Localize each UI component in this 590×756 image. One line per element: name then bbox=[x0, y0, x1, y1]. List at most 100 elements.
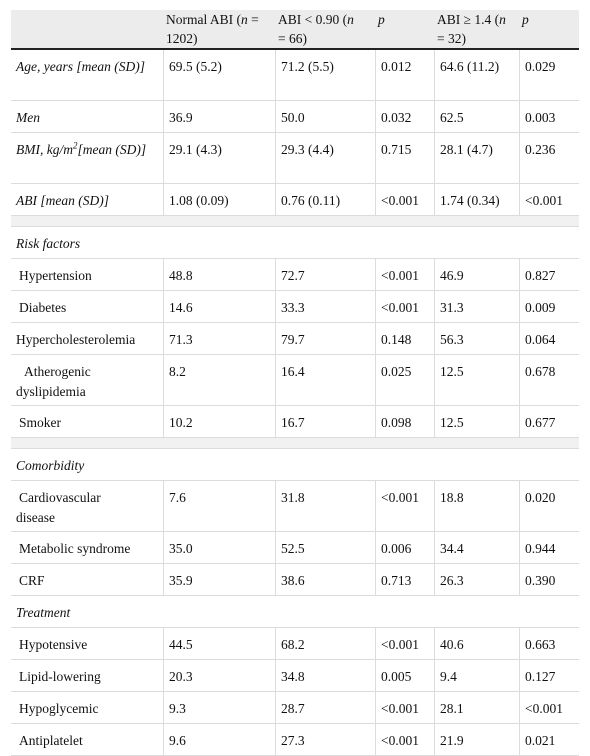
cell-p1: <0.001 bbox=[375, 481, 434, 531]
cell-high: 62.5 bbox=[434, 101, 519, 132]
row-label: Diabetes bbox=[19, 300, 67, 315]
cell-p1: <0.001 bbox=[375, 724, 434, 755]
cell-normal: 9.6 bbox=[163, 724, 275, 755]
header-abi-low: ABI < 0.90 (n = 66) bbox=[275, 10, 378, 48]
cell-high: 26.3 bbox=[434, 564, 519, 595]
cell-high: 1.74 (0.34) bbox=[434, 184, 519, 215]
cell-p2: 0.064 bbox=[519, 323, 579, 354]
table-row: Cardiovascular disease 7.6 31.8 <0.001 18… bbox=[11, 481, 579, 532]
section-title: Comorbidity bbox=[16, 458, 85, 473]
cell-p1: 0.098 bbox=[375, 406, 434, 437]
cell-high: 64.6 (11.2) bbox=[434, 50, 519, 100]
table-row: ABI [mean (SD)] 1.08 (0.09) 0.76 (0.11) … bbox=[11, 184, 579, 216]
header-abi-low-count: = 66) bbox=[278, 31, 307, 46]
row-label: Hypercholesterolemia bbox=[16, 332, 136, 347]
row-label: Hypoglycemic bbox=[19, 701, 99, 716]
cell-high: 28.1 bbox=[434, 692, 519, 723]
row-label-text: BMI, kg/m bbox=[16, 142, 73, 157]
cell-normal: 35.0 bbox=[163, 532, 275, 563]
cell-low: 29.3 (4.4) bbox=[275, 133, 375, 183]
cell-p2: 0.003 bbox=[519, 101, 579, 132]
cell-p2: 0.029 bbox=[519, 50, 579, 100]
table-row: Antiplatelet 9.6 27.3 <0.001 21.9 0.021 bbox=[11, 724, 579, 756]
cell-low: 16.7 bbox=[275, 406, 375, 437]
row-label: Hypertension bbox=[19, 268, 92, 283]
table-row: Age, years [mean (SD)] 69.5 (5.2) 71.2 (… bbox=[11, 50, 579, 101]
header-abi-low-text: ABI < 0.90 ( bbox=[278, 12, 348, 27]
row-label-line2: dyslipidemia bbox=[16, 384, 86, 399]
cell-low: 52.5 bbox=[275, 532, 375, 563]
table-row: Atherogenic dyslipidemia 8.2 16.4 0.025 1… bbox=[11, 355, 579, 406]
cell-p1: 0.713 bbox=[375, 564, 434, 595]
row-label-line2: disease bbox=[16, 510, 55, 525]
table-row: Men 36.9 50.0 0.032 62.5 0.003 bbox=[11, 101, 579, 133]
table-row: BMI, kg/m2[mean (SD)] 29.1 (4.3) 29.3 (4… bbox=[11, 133, 579, 184]
cell-low: 0.76 (0.11) bbox=[275, 184, 375, 215]
cell-normal: 9.3 bbox=[163, 692, 275, 723]
table-row: Smoker 10.2 16.7 0.098 12.5 0.677 bbox=[11, 406, 579, 438]
cell-high: 40.6 bbox=[434, 628, 519, 659]
cell-normal: 71.3 bbox=[163, 323, 275, 354]
cell-high: 31.3 bbox=[434, 291, 519, 322]
row-label: CRF bbox=[19, 573, 45, 588]
cell-normal: 10.2 bbox=[163, 406, 275, 437]
header-normal-abi-n: n bbox=[241, 12, 248, 27]
table-row: Hypercholesterolemia 71.3 79.7 0.148 56.… bbox=[11, 323, 579, 355]
cell-high: 12.5 bbox=[434, 406, 519, 437]
cell-p2: 0.678 bbox=[519, 355, 579, 405]
data-table: Normal ABI (n = 1202) ABI < 0.90 (n = 66… bbox=[11, 10, 579, 756]
section-title: Treatment bbox=[16, 605, 71, 620]
cell-normal: 7.6 bbox=[163, 481, 275, 531]
cell-p2: 0.390 bbox=[519, 564, 579, 595]
section-row-risk: Risk factors bbox=[11, 227, 579, 259]
cell-p1: <0.001 bbox=[375, 628, 434, 659]
table-row: Lipid-lowering 20.3 34.8 0.005 9.4 0.127 bbox=[11, 660, 579, 692]
cell-low: 27.3 bbox=[275, 724, 375, 755]
cell-normal: 29.1 (4.3) bbox=[163, 133, 275, 183]
row-label: Cardiovascular disease bbox=[11, 481, 163, 531]
row-label: Men bbox=[16, 110, 40, 125]
cell-normal: 8.2 bbox=[163, 355, 275, 405]
cell-p1: 0.006 bbox=[375, 532, 434, 563]
cell-p1: <0.001 bbox=[375, 692, 434, 723]
row-label: Antiplatelet bbox=[19, 733, 83, 748]
header-normal-abi: Normal ABI (n = 1202) bbox=[163, 10, 278, 48]
cell-p2: 0.677 bbox=[519, 406, 579, 437]
cell-p1: 0.012 bbox=[375, 50, 434, 100]
cell-normal: 35.9 bbox=[163, 564, 275, 595]
cell-p2: 0.127 bbox=[519, 660, 579, 691]
cell-p2: 0.944 bbox=[519, 532, 579, 563]
header-p1: p bbox=[378, 12, 385, 27]
cell-p1: <0.001 bbox=[375, 184, 434, 215]
row-label: BMI, kg/m2[mean (SD)] bbox=[11, 133, 163, 183]
header-abi-high-n: n bbox=[499, 12, 506, 27]
row-label-line1: Atherogenic bbox=[24, 364, 91, 379]
section-row-treatment: Treatment bbox=[11, 596, 579, 628]
section-title: Risk factors bbox=[16, 236, 81, 251]
cell-p2: <0.001 bbox=[519, 184, 579, 215]
row-label-sup: 2 bbox=[72, 140, 78, 151]
cell-p1: 0.148 bbox=[375, 323, 434, 354]
cell-high: 46.9 bbox=[434, 259, 519, 290]
spacer-row bbox=[11, 438, 579, 449]
cell-high: 56.3 bbox=[434, 323, 519, 354]
table-row: CRF 35.9 38.6 0.713 26.3 0.390 bbox=[11, 564, 579, 596]
cell-high: 12.5 bbox=[434, 355, 519, 405]
cell-p1: <0.001 bbox=[375, 259, 434, 290]
cell-low: 71.2 (5.5) bbox=[275, 50, 375, 100]
table-header: Normal ABI (n = 1202) ABI < 0.90 (n = 66… bbox=[11, 10, 579, 50]
cell-p1: 0.715 bbox=[375, 133, 434, 183]
header-abi-high-text: ABI ≥ 1.4 ( bbox=[437, 12, 500, 27]
cell-low: 31.8 bbox=[275, 481, 375, 531]
table-row: Hypertension 48.8 72.7 <0.001 46.9 0.827 bbox=[11, 259, 579, 291]
cell-low: 50.0 bbox=[275, 101, 375, 132]
cell-high: 18.8 bbox=[434, 481, 519, 531]
cell-normal: 44.5 bbox=[163, 628, 275, 659]
header-abi-low-n: n bbox=[347, 12, 354, 27]
cell-p2: 0.236 bbox=[519, 133, 579, 183]
cell-low: 33.3 bbox=[275, 291, 375, 322]
cell-low: 16.4 bbox=[275, 355, 375, 405]
cell-normal: 14.6 bbox=[163, 291, 275, 322]
header-normal-abi-eq: = bbox=[247, 12, 259, 27]
row-label: Age, years [mean (SD)] bbox=[16, 59, 145, 74]
